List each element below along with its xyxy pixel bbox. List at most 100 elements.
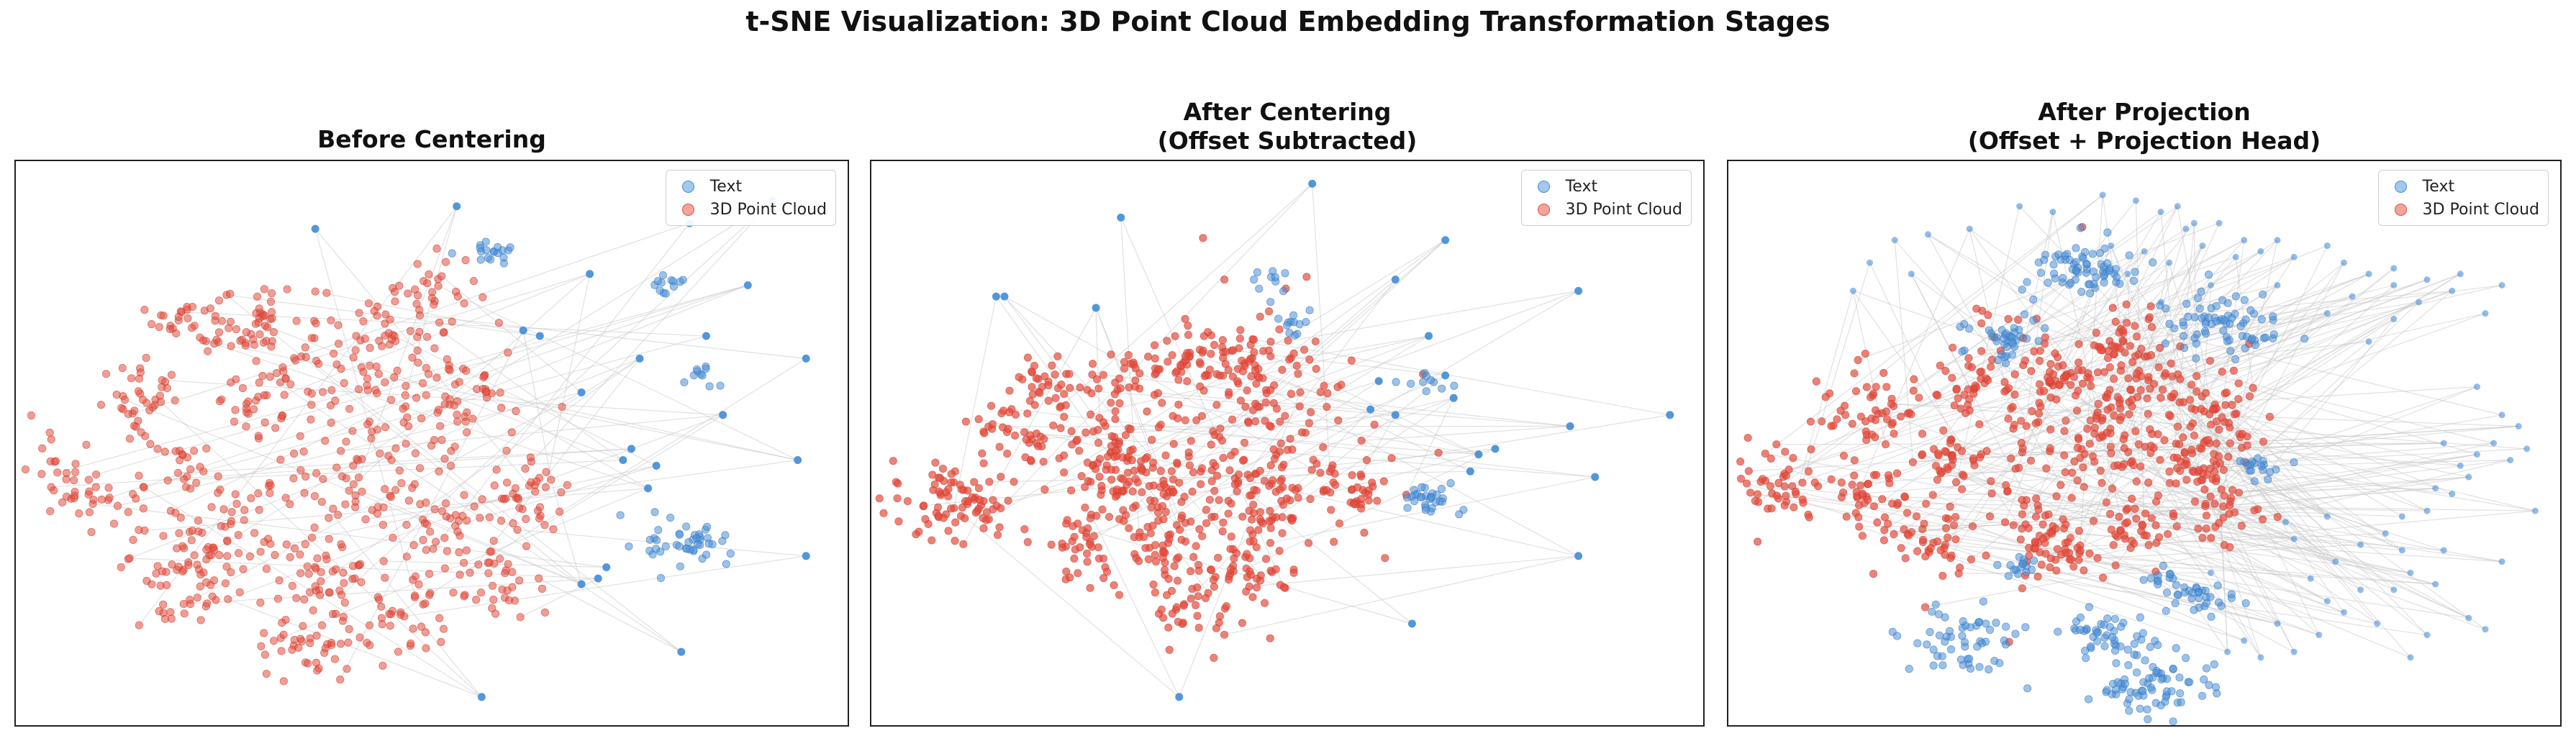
correspondence-line [57, 284, 748, 473]
point-cloud-marker [1209, 458, 1217, 468]
point-cloud-marker [2225, 509, 2233, 518]
point-cloud-marker [426, 527, 435, 536]
point-cloud-marker [2028, 407, 2036, 416]
point-cloud-marker [1120, 517, 1128, 525]
point-cloud-marker [137, 428, 145, 437]
point-cloud-marker [419, 535, 427, 545]
text-marker [2182, 225, 2190, 232]
text-marker [2008, 337, 2016, 347]
point-cloud-marker [1781, 447, 1790, 456]
point-cloud-marker [2132, 332, 2141, 341]
text-marker [1993, 560, 2002, 569]
point-cloud-marker [1010, 431, 1020, 440]
point-cloud-marker [188, 302, 197, 312]
point-cloud-marker [1060, 468, 1069, 477]
point-cloud-marker [2117, 361, 2126, 370]
point-cloud-marker [310, 523, 319, 532]
point-cloud-marker [2190, 497, 2200, 506]
point-cloud-marker [2103, 353, 2113, 363]
point-cloud-marker [196, 463, 204, 471]
text-marker [1956, 322, 1964, 331]
point-cloud-marker [250, 529, 259, 537]
point-cloud-marker [1158, 541, 1167, 550]
point-cloud-marker [402, 381, 410, 391]
text-marker [1924, 231, 1931, 238]
point-cloud-marker [2042, 464, 2051, 473]
point-cloud-marker [379, 557, 388, 565]
point-cloud-marker [1243, 386, 1251, 395]
point-cloud-marker [227, 508, 236, 517]
text-marker [2092, 629, 2101, 637]
point-cloud-marker [1968, 522, 1977, 531]
point-cloud-marker [1099, 418, 1108, 427]
point-cloud-marker [2076, 453, 2085, 463]
point-cloud-marker [1193, 583, 1202, 592]
point-cloud-marker [1020, 525, 1029, 534]
correspondence-line [404, 555, 807, 617]
point-cloud-marker [1245, 582, 1253, 591]
text-marker [1945, 627, 1954, 635]
point-cloud-marker [2120, 531, 2129, 540]
point-cloud-marker [1307, 408, 1315, 417]
point-cloud-marker [1148, 435, 1156, 444]
point-cloud-marker [1302, 273, 1311, 281]
correspondence-line [2241, 433, 2328, 517]
point-cloud-marker [1107, 476, 1116, 484]
point-cloud-marker [1169, 488, 1178, 496]
point-cloud-marker [2037, 560, 2046, 569]
point-cloud-marker [387, 396, 396, 404]
legend-entry-text: Text [674, 175, 827, 198]
correspondence-line [1955, 206, 2021, 483]
point-cloud-marker [466, 568, 474, 577]
point-cloud-marker [311, 563, 319, 571]
text-marker [1946, 645, 1956, 654]
point-cloud-marker [2141, 509, 2150, 518]
point-cloud-marker [447, 461, 455, 470]
text-marker [2023, 684, 2032, 693]
point-cloud-marker [38, 444, 47, 453]
correspondence-line [1856, 228, 1970, 497]
point-cloud-marker [71, 491, 79, 500]
correspondence-line [1907, 533, 2469, 619]
text-marker [2145, 674, 2154, 683]
correspondence-line [1120, 217, 1284, 588]
point-cloud-marker [2052, 566, 2061, 575]
point-cloud-marker [1176, 525, 1184, 534]
text-marker [2085, 695, 2093, 704]
point-cloud-marker [1202, 519, 1211, 527]
correspondence-line [1361, 425, 1571, 442]
text-marker [2029, 556, 2038, 565]
text-marker [2111, 686, 2120, 694]
correspondence-line [2216, 448, 2527, 465]
text-marker [2126, 688, 2135, 696]
point-cloud-marker [479, 293, 487, 301]
point-cloud-marker [476, 588, 486, 597]
point-cloud-marker [2046, 444, 2054, 453]
point-cloud-marker [1949, 343, 1957, 352]
point-cloud-marker [1169, 440, 1178, 448]
point-cloud-marker [253, 292, 262, 301]
point-cloud-marker [1984, 376, 1992, 385]
text-marker [1374, 377, 1383, 386]
point-cloud-marker [1742, 479, 1751, 488]
text-marker [627, 445, 635, 453]
point-cloud-marker [223, 552, 232, 560]
point-cloud-marker [1976, 368, 1985, 376]
correspondence-line [2127, 273, 2131, 346]
point-cloud-marker [1210, 512, 1219, 521]
point-cloud-marker [1928, 491, 1937, 499]
text-marker [1977, 639, 1987, 647]
point-cloud-marker [2074, 365, 2082, 374]
point-cloud-marker [2164, 529, 2172, 539]
point-cloud-marker [1271, 565, 1280, 573]
scatter-plot-area [875, 179, 1674, 701]
point-cloud-marker [395, 281, 404, 290]
point-cloud-marker [227, 568, 235, 577]
point-cloud-marker [1918, 450, 1927, 459]
point-cloud-marker [1954, 394, 1962, 403]
point-cloud-marker [1160, 481, 1169, 489]
point-cloud-marker [1212, 624, 1221, 632]
point-cloud-marker [1885, 470, 1893, 480]
point-cloud-marker [425, 591, 434, 599]
subplot-title-line: Before Centering [317, 125, 546, 153]
